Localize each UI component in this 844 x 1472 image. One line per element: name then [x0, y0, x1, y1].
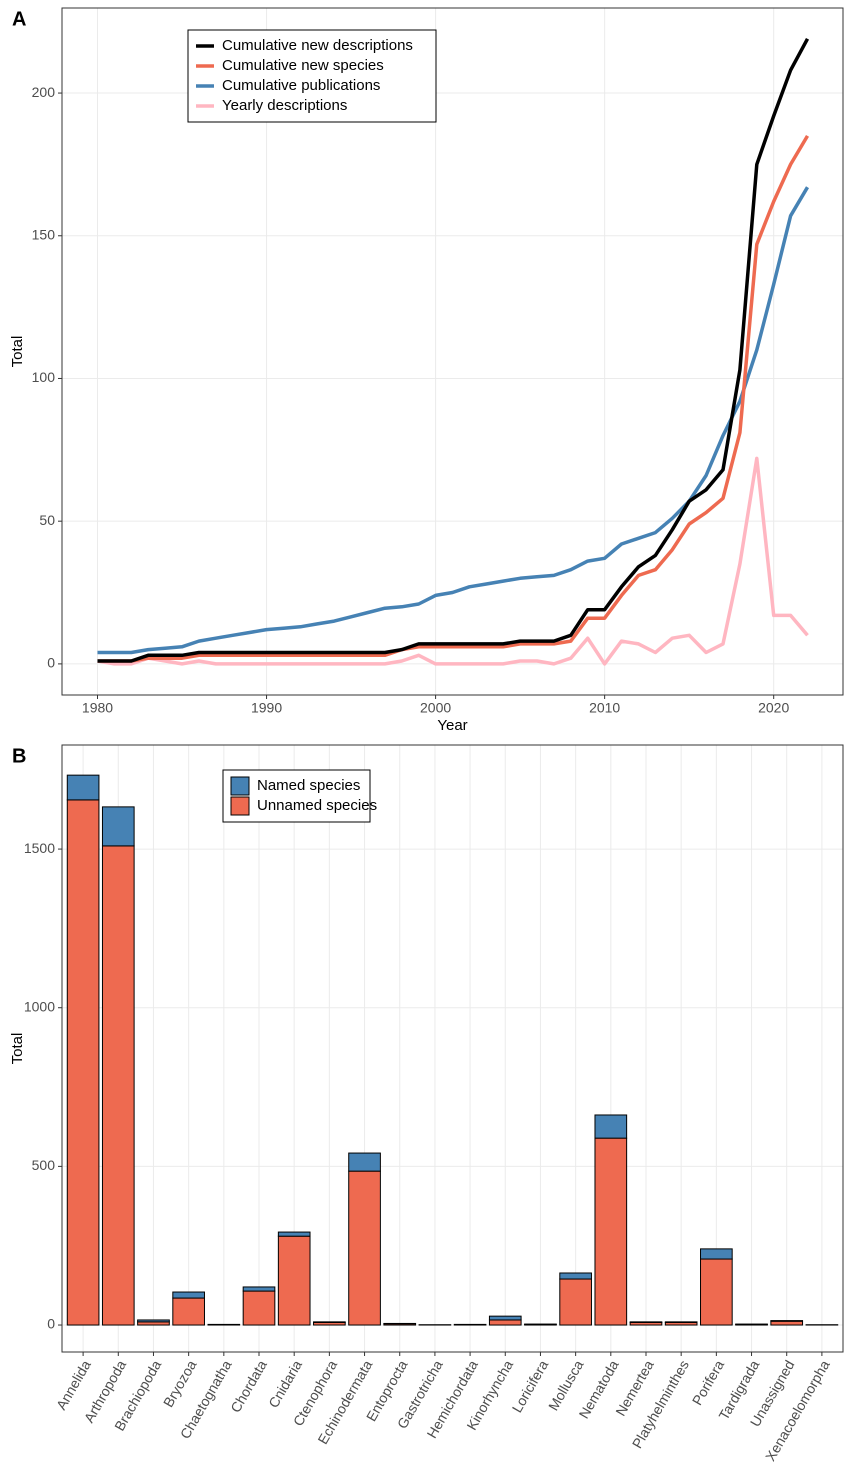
bar-segment: [172, 1291, 205, 1299]
bar-segment: [664, 1321, 698, 1323]
x-tick-label: 1980: [82, 700, 113, 716]
legend-label: Yearly descriptions: [222, 97, 347, 114]
bar-segment: [242, 1290, 276, 1326]
y-tick-label: 0: [47, 1316, 55, 1332]
legend-label: Unnamed species: [257, 797, 377, 814]
x-tick-label: 2020: [758, 700, 789, 716]
x-tick-label: Bryozoa: [160, 1357, 200, 1410]
bar-segment: [700, 1248, 733, 1260]
bar-segment: [66, 774, 100, 801]
y-tick-label: 500: [32, 1157, 56, 1173]
line-series: [97, 186, 810, 655]
line-series: [97, 456, 809, 666]
legend-swatch: [230, 776, 250, 796]
plot-border: [61, 744, 844, 1353]
legend-swatch: [230, 796, 250, 816]
bar-segment: [488, 1315, 522, 1321]
bar-segment: [137, 1319, 170, 1323]
x-tick-label: 2010: [589, 700, 620, 716]
bar-segment: [277, 1231, 311, 1237]
bar-segment: [313, 1321, 346, 1323]
y-tick-label: 100: [32, 369, 56, 385]
y-axis-label: Total: [9, 1033, 26, 1065]
bar-segment: [700, 1258, 733, 1326]
bar-segment: [594, 1114, 628, 1139]
bar-segment: [488, 1319, 522, 1326]
legend-label: Named species: [257, 777, 360, 794]
y-tick-label: 1000: [24, 998, 55, 1014]
bar-segment: [594, 1137, 628, 1326]
bar-segment: [277, 1235, 311, 1326]
legend-box: [187, 29, 437, 123]
bar-segment: [66, 799, 100, 1326]
y-tick-label: 50: [39, 512, 55, 528]
legend-label: Cumulative new species: [222, 57, 384, 74]
bar-segment: [207, 1323, 241, 1326]
y-tick-label: 1500: [24, 840, 55, 856]
bar-segment: [629, 1321, 663, 1323]
bar-segment: [453, 1323, 487, 1326]
x-tick-label: Porifera: [689, 1357, 727, 1408]
x-tick-label: 1990: [251, 700, 282, 716]
x-tick-label: Xenacoelomorpha: [762, 1357, 833, 1464]
bar-segment: [348, 1170, 381, 1326]
bar-segment: [172, 1297, 205, 1326]
x-tick-label: 2000: [420, 700, 451, 716]
bar-segment: [559, 1272, 592, 1280]
panel-label: B: [12, 745, 26, 767]
y-tick-label: 0: [47, 655, 55, 671]
legend-label: Cumulative publications: [222, 77, 380, 94]
y-tick-label: 200: [32, 84, 56, 100]
x-axis-label: Year: [437, 717, 467, 734]
bar-segment: [348, 1152, 381, 1172]
y-tick-label: 150: [32, 226, 56, 242]
bar-segment: [101, 806, 135, 847]
legend-label: Cumulative new descriptions: [222, 37, 413, 54]
y-axis-label: Total: [9, 336, 26, 368]
line-series: [97, 135, 810, 663]
bar-segment: [242, 1286, 276, 1292]
line-series: [97, 37, 810, 663]
x-tick-label: Cnidaria: [265, 1357, 305, 1410]
panel-label: A: [12, 8, 26, 30]
plot-border: [61, 7, 844, 696]
bar-segment: [770, 1320, 804, 1322]
bar-segment: [770, 1320, 804, 1326]
bar-segment: [101, 845, 135, 1326]
bar-segment: [559, 1278, 592, 1326]
